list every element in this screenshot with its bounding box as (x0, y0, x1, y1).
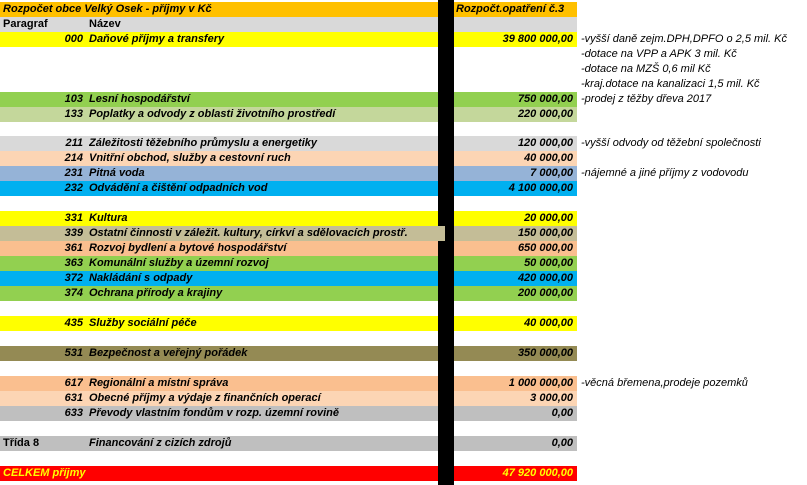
row-paragraf: 231 (64, 167, 83, 179)
row-amount: 0,00 (551, 437, 573, 449)
table-row: 372 Nakládání s odpady 420 000,00 (0, 271, 577, 286)
table-row: 374 Ochrana přírody a krajiny 200 000,00 (0, 286, 577, 301)
row-name: Bezpečnost a veřejný pořádek (89, 347, 248, 359)
column-separator-bar (438, 0, 454, 485)
row-amount: 3 000,00 (530, 392, 573, 404)
row-paragraf: 363 (64, 257, 83, 269)
row-paragraf: 000 (64, 33, 83, 45)
total-label: CELKEM příjmy (3, 467, 86, 479)
table-row: 331 Kultura 20 000,00 (0, 211, 577, 226)
row-amount: 39 800 000,00 (502, 33, 573, 45)
row-name: Odvádění a čištění odpadních vod (89, 182, 268, 194)
total-row: CELKEM příjmy 47 920 000,00 (0, 466, 577, 481)
row-amount: 20 000,00 (524, 212, 573, 224)
row-amount: 4 100 000,00 (508, 182, 573, 194)
row-paragraf: 133 (64, 108, 83, 120)
table-row: 103 Lesní hospodářství 750 000,00 (0, 92, 577, 107)
row-paragraf: 617 (64, 377, 83, 389)
row-name: Financování z cizích zdrojů (89, 437, 232, 449)
table-row: 631 Obecné příjmy a výdaje z finančních … (0, 391, 577, 406)
row-amount: 1 000 000,00 (508, 377, 573, 389)
row-amount: 40 000,00 (524, 152, 573, 164)
note-item: -kraj.dotace na kanalizaci 1,5 mil. Kč (581, 78, 760, 90)
table-row: 363 Komunální služby a územní rozvoj 50 … (0, 256, 577, 271)
row-name: Ochrana přírody a krajiny (89, 287, 223, 299)
row-amount: 7 000,00 (530, 167, 573, 179)
row-name: Obecné příjmy a výdaje z finančních oper… (89, 392, 321, 404)
row-name: Kultura (89, 212, 128, 224)
row-paragraf: 103 (64, 93, 83, 105)
sheet-title: Rozpočet obce Velký Osek - příjmy v Kč (3, 3, 212, 15)
row-paragraf: 339 (64, 227, 83, 239)
table-row: 617 Regionální a místní správa 1 000 000… (0, 376, 577, 391)
table-row: 000 Daňové příjmy a transfery 39 800 000… (0, 32, 577, 47)
table-row: 531 Bezpečnost a veřejný pořádek 350 000… (0, 346, 577, 361)
row-name: Poplatky a odvody z oblasti životního pr… (89, 108, 336, 120)
total-amount: 47 920 000,00 (502, 467, 573, 479)
row-paragraf: 331 (64, 212, 83, 224)
column-header-nazev: Název (89, 18, 121, 30)
table-row: 231 Pitná voda 7 000,00 (0, 166, 577, 181)
row-paragraf: 232 (64, 182, 83, 194)
row-amount: 150 000,00 (517, 227, 573, 239)
row-name: Komunální služby a územní rozvoj (89, 257, 269, 269)
row-name: Rozvoj bydlení a bytové hospodářství (89, 242, 287, 254)
row-name: Pitná voda (89, 167, 145, 179)
row-amount: 120 000,00 (517, 137, 573, 149)
amount-column-title: Rozpočt.opatření č.3 (456, 3, 565, 15)
table-row: 633 Převody vlastním fondům v rozp. územ… (0, 406, 577, 421)
table-row: 211 Záležitosti těžebního průmyslu a ene… (0, 136, 577, 151)
note-item: -prodej z těžby dřeva 2017 (581, 93, 712, 105)
row-paragraf: 372 (64, 272, 83, 284)
table-row: 232 Odvádění a čištění odpadních vod 4 1… (0, 181, 577, 196)
row-name: Nakládání s odpady (89, 272, 193, 284)
row-paragraf: 531 (64, 347, 83, 359)
row-paragraf: 361 (64, 242, 83, 254)
row-name: Daňové příjmy a transfery (89, 33, 225, 45)
column-header-paragraf: Paragraf (3, 18, 48, 30)
row-paragraf: 211 (65, 137, 83, 149)
row-amount: 650 000,00 (517, 242, 573, 254)
note-item: -věcná břemena,prodeje pozemků (581, 377, 748, 389)
row-name: Převody vlastním fondům v rozp. územní r… (89, 407, 339, 419)
row-paragraf: 374 (64, 287, 83, 299)
row-amount: 350 000,00 (517, 347, 573, 359)
table-row: 214 Vnitřní obchod, služby a cestovní ru… (0, 151, 577, 166)
row-paragraf: 214 (64, 152, 83, 164)
row-name: Lesní hospodářství (89, 93, 190, 105)
row-amount: 50 000,00 (524, 257, 573, 269)
row-paragraf: 631 (64, 392, 83, 404)
note-item: -nájemné a jiné příjmy z vodovodu (581, 167, 749, 179)
row-amount: 200 000,00 (517, 287, 573, 299)
row-name: Vnitřní obchod, služby a cestovní ruch (89, 152, 291, 164)
table-row: 133 Poplatky a odvody z oblasti životníh… (0, 107, 577, 122)
table-row: 435 Služby sociální péče 40 000,00 (0, 316, 577, 331)
row-paragraf: 435 (64, 317, 83, 329)
note-item: -dotace na MZŠ 0,6 mil Kč (581, 63, 711, 75)
row-amount: 420 000,00 (517, 272, 573, 284)
note-item: -dotace na VPP a APK 3 mil. Kč (581, 48, 737, 60)
row-amount: 750 000,00 (517, 93, 573, 105)
row-name: Regionální a místní správa (89, 377, 229, 389)
note-item: -vyšší daně zejm.DPH,DPFO o 2,5 mil. Kč (581, 33, 787, 45)
title-row: Rozpočet obce Velký Osek - příjmy v Kč R… (0, 2, 577, 17)
note-item: -vyšší odvody od těžební společnosti (581, 137, 761, 149)
row-amount: 40 000,00 (524, 317, 573, 329)
table-row: 361 Rozvoj bydlení a bytové hospodářství… (0, 241, 577, 256)
row-paragraf: 633 (64, 407, 83, 419)
column-header-row: Paragraf Název (0, 17, 577, 32)
row-name: Záležitosti těžebního průmyslu a energet… (89, 137, 317, 149)
table-row: 339 Ostatní činnosti v záležit. kultury,… (0, 226, 577, 241)
row-amount: 0,00 (551, 407, 573, 419)
row-amount: 220 000,00 (517, 108, 573, 120)
row-name: Ostatní činnosti v záležit. kultury, cír… (89, 226, 445, 241)
row-paragraf: Třída 8 (3, 437, 40, 449)
row-name: Služby sociální péče (89, 317, 197, 329)
table-row: Třída 8 Financování z cizích zdrojů 0,00 (0, 436, 577, 451)
